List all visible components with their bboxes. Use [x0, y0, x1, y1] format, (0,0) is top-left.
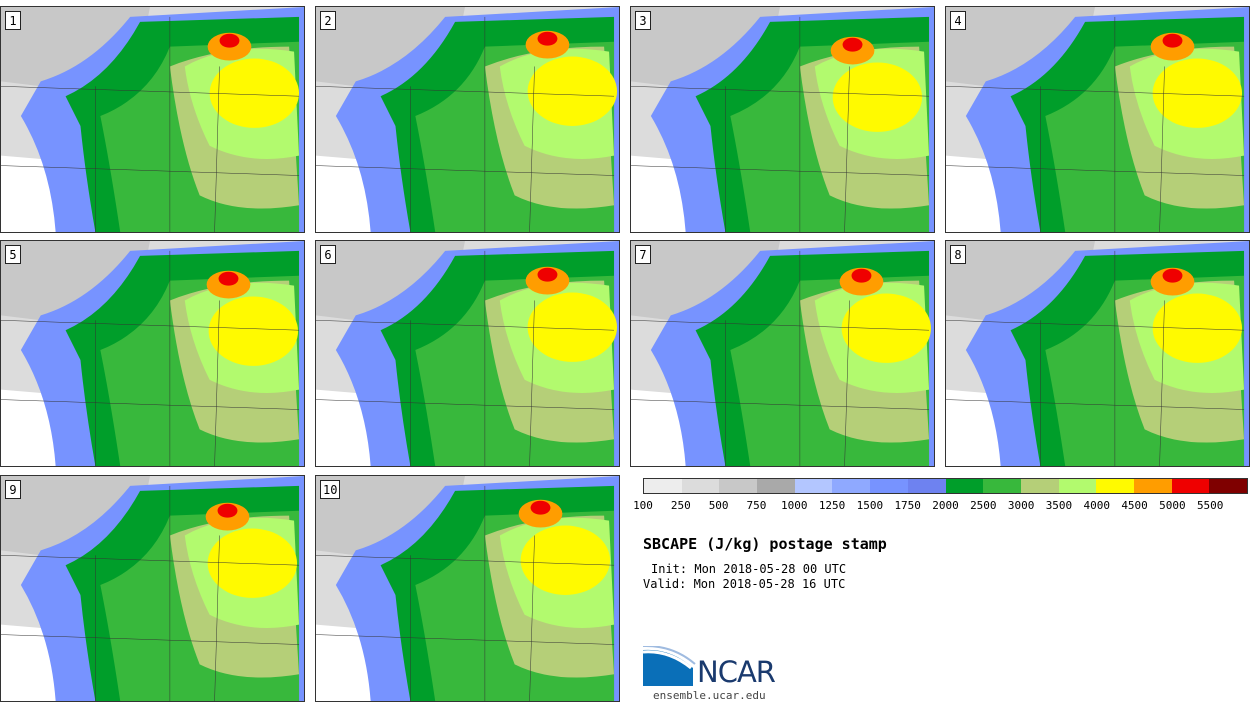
- colorbar-swatch: [1209, 479, 1247, 493]
- colorbar-tick-label: 1250: [818, 499, 846, 512]
- colorbar-tick-label: 4000: [1083, 499, 1111, 512]
- member-map-panel: 1: [0, 6, 305, 233]
- logo-wordmark: NCAR: [697, 655, 776, 689]
- figure-title: SBCAPE (J/kg) postage stamp: [643, 535, 887, 553]
- colorbar-swatch: [907, 479, 946, 493]
- member-map-panel: 7: [630, 240, 935, 467]
- member-map-panel: 9: [0, 475, 305, 702]
- valid-time: Valid: Mon 2018-05-28 16 UTC: [643, 577, 846, 591]
- colorbar-tick-label: 5500: [1196, 499, 1224, 512]
- colorbar-swatch: [1171, 479, 1210, 493]
- colorbar-swatch: [1096, 479, 1134, 493]
- member-number-label: 8: [950, 245, 966, 264]
- colorbar-tick-label: 2000: [932, 499, 959, 512]
- member-number-label: 4: [950, 11, 966, 30]
- member-map-panel: 6: [315, 240, 620, 467]
- colorbar-tick-label: 1750: [894, 499, 921, 512]
- colorbar-swatch: [870, 479, 908, 493]
- colorbar-tick-label: 250: [670, 499, 691, 512]
- member-number-label: 1: [5, 11, 21, 30]
- colorbar-tick-label: 1500: [856, 499, 884, 512]
- member-map-panel: 5: [0, 240, 305, 467]
- member-number-label: 6: [320, 245, 336, 264]
- colorbar-tick-label: 4500: [1121, 499, 1148, 512]
- colorbar-labels: 100 250 500 750 1000 1250 1500 1750 2000 2500 3000…: [633, 499, 1248, 513]
- colorbar-swatch: [983, 479, 1021, 493]
- ncar-logo-icon: [643, 646, 696, 686]
- member-number-label: 2: [320, 11, 336, 30]
- member-number-label: 5: [5, 245, 21, 264]
- member-number-label: 10: [320, 480, 341, 499]
- member-number-label: 9: [5, 480, 21, 499]
- colorbar-swatch: [681, 479, 720, 493]
- member-map-panel: 4: [945, 6, 1250, 233]
- member-map-panel: 3: [630, 6, 935, 233]
- colorbar-swatch: [1133, 479, 1172, 493]
- logo-url: ensemble.ucar.edu: [653, 689, 766, 702]
- member-map-panel: 2: [315, 6, 620, 233]
- member-number-label: 7: [635, 245, 651, 264]
- colorbar-swatch: [719, 479, 758, 493]
- colorbar-swatch: [1020, 479, 1059, 493]
- colorbar-tick-label: 500: [708, 499, 729, 512]
- colorbar-swatch: [644, 479, 682, 493]
- colorbar-swatch: [794, 479, 833, 493]
- colorbar-tick-label: 100: [633, 499, 653, 512]
- colorbar-tick-label: 1000: [781, 499, 808, 512]
- colorbar-swatch: [832, 479, 871, 493]
- colorbar-tick-label: 5000: [1159, 499, 1186, 512]
- colorbar-tick-label: 2500: [970, 499, 997, 512]
- colorbar-swatch: [1058, 479, 1097, 493]
- colorbar-swatch: [757, 479, 795, 493]
- colorbar-tick-label: 750: [746, 499, 767, 512]
- colorbar-swatch: [945, 479, 984, 493]
- colorbar: [643, 478, 1248, 494]
- member-map-panel: 10: [315, 475, 620, 702]
- colorbar-tick-label: 3500: [1045, 499, 1073, 512]
- member-map-panel: 8: [945, 240, 1250, 467]
- colorbar-tick-label: 3000: [1007, 499, 1035, 512]
- init-time: Init: Mon 2018-05-28 00 UTC: [651, 562, 847, 576]
- member-number-label: 3: [635, 11, 651, 30]
